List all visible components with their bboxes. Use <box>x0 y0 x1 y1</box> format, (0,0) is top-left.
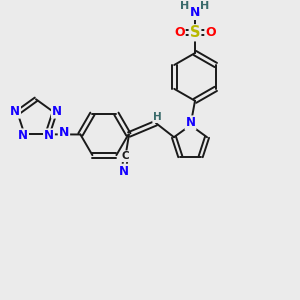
Text: N: N <box>18 129 28 142</box>
Text: H: H <box>200 1 209 11</box>
Text: N: N <box>44 129 54 142</box>
Text: N: N <box>185 116 196 129</box>
Text: N: N <box>59 126 69 140</box>
Text: N: N <box>119 165 129 178</box>
Text: O: O <box>174 26 185 39</box>
Text: H: H <box>181 1 190 11</box>
Text: N: N <box>190 6 200 19</box>
Text: C: C <box>122 151 129 161</box>
Text: O: O <box>205 26 216 39</box>
Text: H: H <box>153 112 162 122</box>
Text: N: N <box>52 105 62 118</box>
Text: S: S <box>190 25 200 40</box>
Text: N: N <box>10 105 20 118</box>
